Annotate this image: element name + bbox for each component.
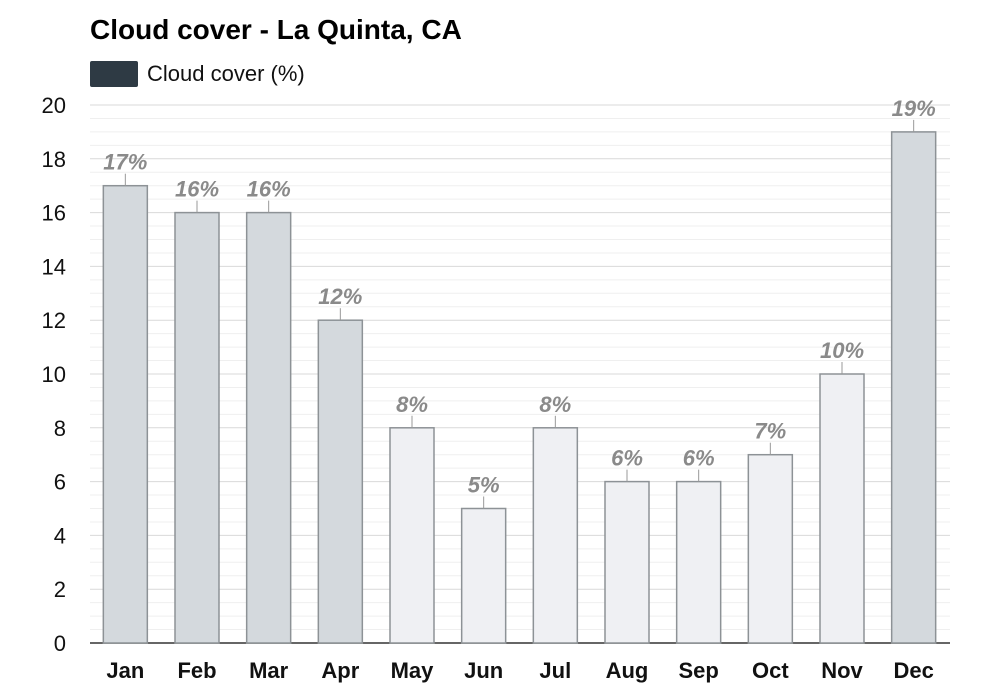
grid-lines: [90, 104, 950, 644]
x-tick-label: Oct: [752, 658, 789, 683]
x-tick-label: May: [391, 658, 435, 683]
x-tick-label: Jul: [539, 658, 571, 683]
x-tick-label: Mar: [249, 658, 289, 683]
data-label: 5%: [468, 473, 500, 498]
data-label: 12%: [318, 284, 362, 309]
x-tick-label: Apr: [321, 658, 359, 683]
x-axis-ticks: Jan Feb Mar Apr May Jun Jul Aug Sep Oct Nov Dec: [106, 658, 933, 683]
bar-jul: [532, 427, 579, 644]
y-tick-label: 6: [54, 470, 66, 495]
legend-swatch: [90, 61, 138, 87]
data-label: 7%: [754, 419, 786, 444]
legend: Cloud cover (%): [90, 61, 305, 87]
y-tick-label: 2: [54, 577, 66, 602]
y-tick-label: 20: [42, 93, 66, 118]
bar-jun: [460, 507, 507, 644]
data-label: 16%: [175, 177, 219, 202]
bar-feb: [174, 211, 220, 644]
bar-sep: [675, 480, 722, 644]
bar-apr: [317, 319, 364, 644]
data-label: 17%: [103, 150, 147, 175]
x-tick-label: Jan: [106, 658, 144, 683]
y-tick-label: 18: [42, 147, 66, 172]
x-tick-label: Feb: [177, 658, 216, 683]
data-label: 10%: [820, 338, 864, 363]
x-tick-label: Nov: [821, 658, 863, 683]
bar-dec: [890, 131, 937, 644]
x-tick-label: Jun: [464, 658, 503, 683]
y-tick-label: 0: [54, 631, 66, 656]
y-tick-label: 14: [42, 254, 66, 279]
y-axis-ticks: 0 2 4 6 8 10 12 14 16 18 20: [42, 93, 66, 656]
bar-may: [389, 427, 435, 644]
bar-aug: [604, 480, 650, 644]
data-label: 6%: [611, 446, 643, 471]
x-tick-label: Dec: [893, 658, 933, 683]
x-tick-label: Aug: [606, 658, 649, 683]
chart-title: Cloud cover - La Quinta, CA: [90, 14, 462, 45]
bars: [102, 131, 937, 644]
bar-mar: [245, 211, 292, 644]
y-tick-label: 12: [42, 308, 66, 333]
data-label: 6%: [683, 446, 715, 471]
y-tick-label: 8: [54, 416, 66, 441]
data-label: 19%: [892, 96, 936, 121]
data-label: 8%: [396, 392, 428, 417]
y-tick-label: 16: [42, 201, 66, 226]
bar-jan: [102, 184, 149, 644]
y-tick-label: 10: [42, 362, 66, 387]
x-tick-label: Sep: [678, 658, 718, 683]
y-tick-label: 4: [54, 523, 66, 548]
data-label: 8%: [539, 392, 571, 417]
bar-oct: [747, 453, 794, 644]
data-labels: 17% 16% 16% 12% 8% 5% 8% 6% 6% 7% 10% 19%: [103, 96, 936, 509]
legend-label: Cloud cover (%): [147, 61, 305, 86]
bar-nov: [819, 373, 865, 644]
data-label: 16%: [247, 177, 291, 202]
